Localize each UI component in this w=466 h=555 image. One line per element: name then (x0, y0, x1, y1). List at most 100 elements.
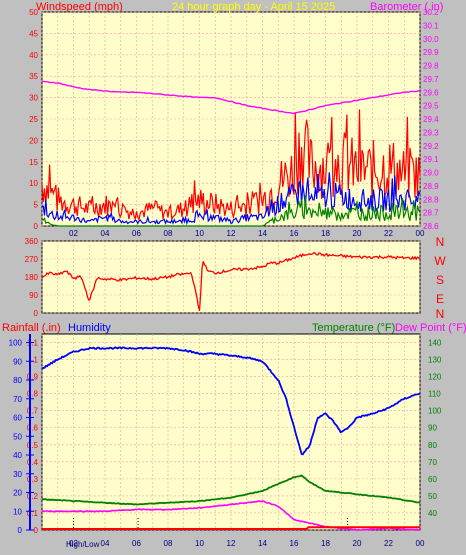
temperature-series (41, 346, 421, 532)
windspeed-x-tick-label: 00 (416, 229, 425, 238)
barometer-tick-label: 29.1 (423, 155, 439, 164)
barometer-tick-label: 29.5 (423, 102, 439, 111)
temperature-x-tick-label: 18 (321, 539, 330, 548)
barometer-tick-label: 29.7 (423, 75, 439, 84)
windspeed-tick-label: 30 (29, 94, 38, 103)
windspeed-tick-label: 25 (29, 115, 38, 124)
humidity-tick-label: 20 (13, 489, 22, 498)
windspeed-x-tick-label: 16 (290, 229, 299, 238)
barometer-line (41, 80, 421, 115)
windspeed-x-tick-label: 10 (195, 229, 204, 238)
windspeed-axis-title: Windspeed (mph) (36, 1, 123, 13)
temperature-tick-label: 110 (428, 390, 441, 399)
windspeed-x-tick-label: 14 (258, 229, 267, 238)
barometer-tick-label: 29.8 (423, 62, 439, 71)
rainfall-tick-label: 0.2 (27, 492, 39, 501)
temperature-tick-label: 40 (428, 509, 437, 518)
temperature-line (41, 474, 421, 506)
barometer-axis-title: Barometer (.in) (370, 1, 443, 13)
windspeed-line-low-speed (41, 195, 421, 227)
direction-tick-label: 180 (25, 273, 39, 282)
barometer-tick-label: 29.3 (423, 128, 439, 137)
dewpoint-line (42, 500, 421, 532)
barometer-tick-label: 28.9 (423, 182, 439, 191)
windspeed-x-tick-label: 12 (227, 229, 236, 238)
rainfall-tick-label: 0 (34, 526, 39, 535)
temperature-x-tick-label: 00 (416, 539, 425, 548)
rainfall-tick-label: 0.8 (27, 390, 39, 399)
windspeed-tick-label: 40 (29, 51, 38, 60)
humidity-tick-label: 70 (13, 395, 22, 404)
direction-letter: W (434, 254, 446, 268)
barometer-tick-label: 30.1 (423, 21, 439, 30)
barometer-tick-label: 29.0 (423, 169, 439, 178)
windspeed-x-ticks: 02 04 06 08 10 12 14 16 18 20 22 00 (69, 229, 425, 238)
barometer-tick-label: 29.9 (423, 48, 439, 57)
windspeed-barometer-panel: 0 5 10 15 20 25 30 35 40 45 50 28.6 28.7 28.8 28.9 29.… (29, 8, 439, 238)
direction-line (41, 251, 421, 311)
temperature-tick-label: 80 (428, 441, 437, 450)
temperature-tick-label: 70 (428, 458, 437, 467)
direction-letter: S (436, 273, 444, 287)
temperature-x-tick-label: 06 (132, 539, 141, 548)
humidity-tick-label: 50 (13, 432, 22, 441)
direction-tick-label: 270 (25, 255, 39, 264)
rainfall-tick-label: 0.1 (27, 509, 39, 518)
barometer-tick-label: 28.7 (423, 209, 439, 218)
barometer-tick-label: 30.0 (423, 35, 439, 44)
direction-y-ticks: 0 90 180 270 360 (25, 237, 39, 318)
temperature-y-ticks: 40 50 60 70 80 90 100 110 120 130 140 (428, 339, 442, 518)
windspeed-x-tick-label: 08 (164, 229, 173, 238)
rainfall-tick-label: 0.6 (27, 424, 39, 433)
temperature-tick-label: 140 (428, 339, 442, 348)
windspeed-tick-label: 35 (29, 72, 38, 81)
temperature-tick-label: 60 (428, 475, 437, 484)
temperature-tick-label: 50 (428, 492, 437, 501)
windspeed-series (41, 80, 421, 227)
rainfall-tick-label: 0.4 (27, 458, 39, 467)
windspeed-tick-label: 10 (29, 179, 38, 188)
temperature-x-ticks: 02 04 06 08 10 12 14 16 18 20 22 00 (69, 539, 425, 548)
windspeed-tick-label: 45 (29, 29, 38, 38)
direction-letter: E (436, 292, 444, 306)
humidity-tick-label: 30 (13, 470, 22, 479)
direction-tick-label: 0 (34, 309, 39, 318)
temperature-tick-label: 130 (428, 356, 442, 365)
windspeed-tick-label: 5 (34, 201, 39, 210)
direction-series (41, 251, 421, 311)
temperature-x-tick-label: 16 (290, 539, 299, 548)
temperature-x-tick-label: 04 (101, 539, 110, 548)
temperature-x-tick-label: 08 (164, 539, 173, 548)
direction-tick-label: 90 (29, 291, 38, 300)
barometer-tick-label: 30.2 (423, 8, 439, 17)
humidity-tick-label: 100 (9, 339, 23, 348)
temperature-tick-label: 90 (428, 424, 437, 433)
humidity-tick-label: 60 (13, 414, 22, 423)
direction-tick-label: 360 (25, 237, 39, 246)
temperature-humidity-panel: 00.10.20.30.40.50.60.70.80.911.1 0102030… (9, 333, 442, 548)
humidity-y-ticks: 0 10 20 30 40 50 60 70 80 90 100 (9, 339, 23, 535)
windspeed-tick-label: 50 (29, 8, 38, 17)
windspeed-x-tick-label: 18 (321, 229, 330, 238)
barometer-tick-label: 29.4 (423, 115, 439, 124)
humidity-tick-label: 90 (13, 357, 22, 366)
dewpoint-axis-title: Dew Point (°F) (395, 322, 466, 334)
temperature-grid (41, 334, 421, 531)
windspeed-tick-label: 20 (29, 136, 38, 145)
chart-title: 24 hour graph day - April 15 2025 (172, 1, 335, 13)
humidity-scale-bar (26, 334, 349, 531)
windspeed-x-tick-label: 04 (101, 229, 110, 238)
rainfall-tick-label: 0.3 (27, 475, 39, 484)
windspeed-x-tick-label: 20 (353, 229, 362, 238)
temperature-x-tick-label: 12 (227, 539, 236, 548)
humidity-tick-label: 0 (18, 526, 23, 535)
temperature-x-tick-label: 02 (69, 539, 78, 548)
humidity-axis-title: Humidity (68, 322, 111, 334)
temperature-x-tick-label: 10 (195, 539, 204, 548)
rainfall-tick-label: 1 (34, 356, 39, 365)
rainfall-axis-title: Rainfall (.in) (2, 322, 61, 334)
direction-letter: N (436, 235, 445, 249)
windspeed-line-gust (41, 109, 421, 222)
humidity-tick-label: 10 (13, 507, 22, 516)
